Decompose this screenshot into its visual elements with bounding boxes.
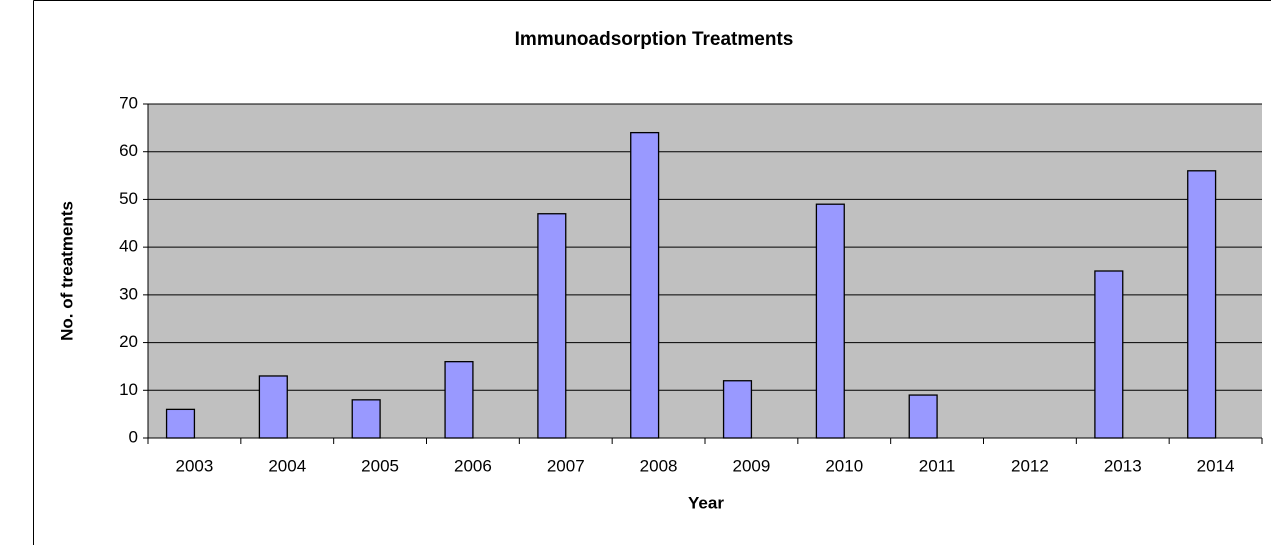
x-tick-label: 2010	[825, 456, 863, 475]
bar	[722, 380, 753, 439]
y-tick-label: 50	[119, 189, 138, 208]
y-tick-label: 70	[119, 93, 138, 112]
bar	[165, 408, 196, 439]
bar	[258, 375, 288, 439]
x-tick-label: 2009	[733, 456, 771, 475]
x-tick-label: 2013	[1104, 456, 1142, 475]
bar	[908, 394, 938, 439]
y-axis-label: No. of treatments	[57, 201, 76, 341]
bar	[630, 131, 660, 439]
x-tick-label: 2012	[1011, 456, 1049, 475]
bar	[444, 361, 474, 439]
x-tick-label: 2004	[268, 456, 306, 475]
y-tick-label: 10	[119, 380, 138, 399]
y-tick-label: 0	[129, 427, 138, 446]
y-tick-label: 40	[119, 237, 138, 256]
x-tick-label: 2014	[1197, 456, 1235, 475]
y-tick-label: 60	[119, 141, 138, 160]
bar	[1187, 170, 1217, 439]
bar	[815, 203, 845, 439]
chart-title: Immunoadsorption Treatments	[515, 29, 794, 50]
x-tick-label: 2008	[640, 456, 678, 475]
x-tick-label: 2005	[361, 456, 399, 475]
y-tick-label: 20	[119, 332, 138, 351]
x-tick-label: 2003	[176, 456, 214, 475]
bar	[537, 213, 567, 439]
plot-area	[148, 104, 1262, 438]
x-tick-label: 2011	[919, 456, 956, 475]
y-tick-label: 30	[119, 284, 138, 303]
bar	[351, 399, 381, 439]
x-tick-label: 2007	[547, 456, 585, 475]
bar	[1094, 270, 1124, 439]
x-tick-label: 2006	[454, 456, 492, 475]
x-axis-label: Year	[688, 493, 724, 512]
